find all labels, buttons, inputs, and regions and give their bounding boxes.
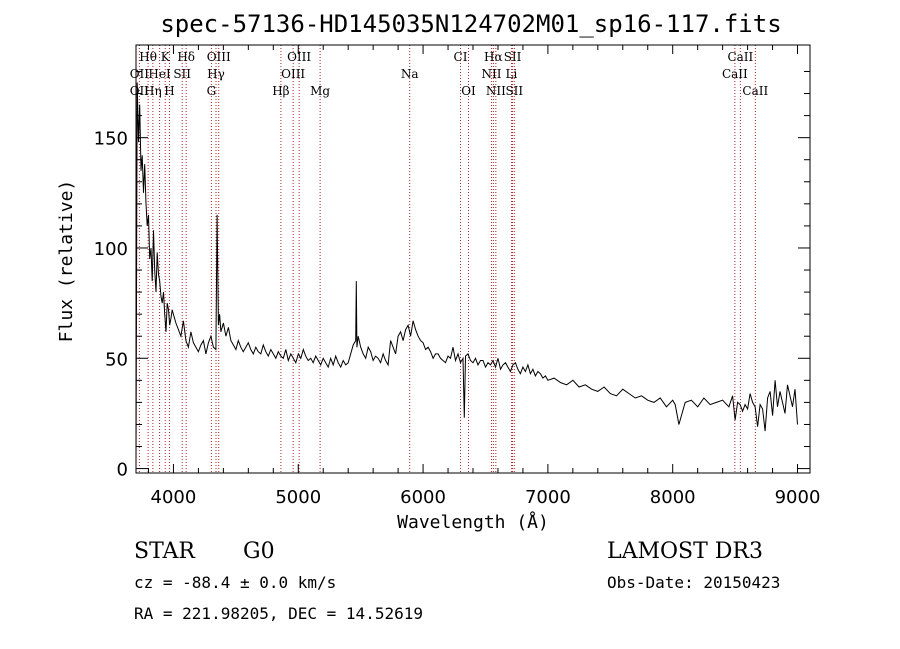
object-subclass: G0	[243, 539, 275, 564]
y-axis-title: Flux (relative)	[56, 180, 77, 343]
line-label: Li	[506, 67, 518, 81]
x-tick-label: 7000	[525, 487, 571, 508]
obs-date-text: Obs-Date: 20150423	[607, 573, 780, 592]
survey-name: LAMOST DR3	[607, 539, 763, 564]
line-label: G	[207, 84, 217, 98]
y-tick-label: 50	[105, 349, 128, 370]
x-tick-label: 9000	[775, 487, 821, 508]
spectral-line-markers	[138, 45, 756, 473]
coordinates-text: RA = 221.98205, DEC = 14.52619	[134, 604, 423, 623]
x-tick-label: 6000	[400, 487, 446, 508]
line-label: CI	[454, 50, 468, 64]
line-label: Mg	[310, 84, 330, 98]
line-label: OI	[461, 84, 476, 98]
line-label: Hα	[484, 50, 503, 64]
object-class: STAR	[134, 539, 196, 564]
x-tick-label: 5000	[275, 487, 321, 508]
line-label: Hη	[144, 84, 162, 98]
line-label: K	[161, 50, 171, 64]
chart-title: spec-57136-HD145035N124702M01_sp16-117.f…	[160, 10, 781, 38]
line-label: H	[164, 84, 174, 98]
line-label: CaII	[722, 67, 748, 81]
y-axis: 0 50 100 150	[94, 70, 810, 481]
line-label: SII	[173, 67, 191, 81]
line-label: Hθ	[139, 50, 157, 64]
line-label: SII	[505, 84, 523, 98]
line-label: NII	[486, 84, 506, 98]
line-label: OII	[130, 84, 150, 98]
spectrum-line	[135, 82, 798, 465]
plot-frame	[135, 44, 811, 474]
x-axis-title: Wavelength (Å)	[397, 511, 549, 533]
line-label: SII	[504, 50, 522, 64]
line-label: OIII	[287, 50, 311, 64]
line-label: CaII	[727, 50, 753, 64]
line-label: HeI	[148, 67, 171, 81]
x-tick-label: 8000	[650, 487, 696, 508]
line-label: OII	[130, 67, 150, 81]
y-tick-label: 0	[117, 460, 128, 481]
x-tick-label: 4000	[151, 487, 197, 508]
line-label: Hβ	[272, 84, 289, 98]
line-label: OIII	[207, 50, 231, 64]
line-label: Na	[401, 67, 419, 81]
y-tick-label: 150	[94, 129, 128, 150]
line-label: NII	[481, 67, 501, 81]
x-axis: 4000 5000 6000 7000 8000 9000	[147, 45, 821, 508]
line-label: CaII	[742, 84, 768, 98]
line-label: OIII	[281, 67, 305, 81]
line-label: Hδ	[177, 50, 195, 64]
redshift-text: cz = -88.4 ± 0.0 km/s	[134, 573, 336, 592]
line-label: Hγ	[207, 67, 225, 81]
y-tick-label: 100	[94, 239, 128, 260]
